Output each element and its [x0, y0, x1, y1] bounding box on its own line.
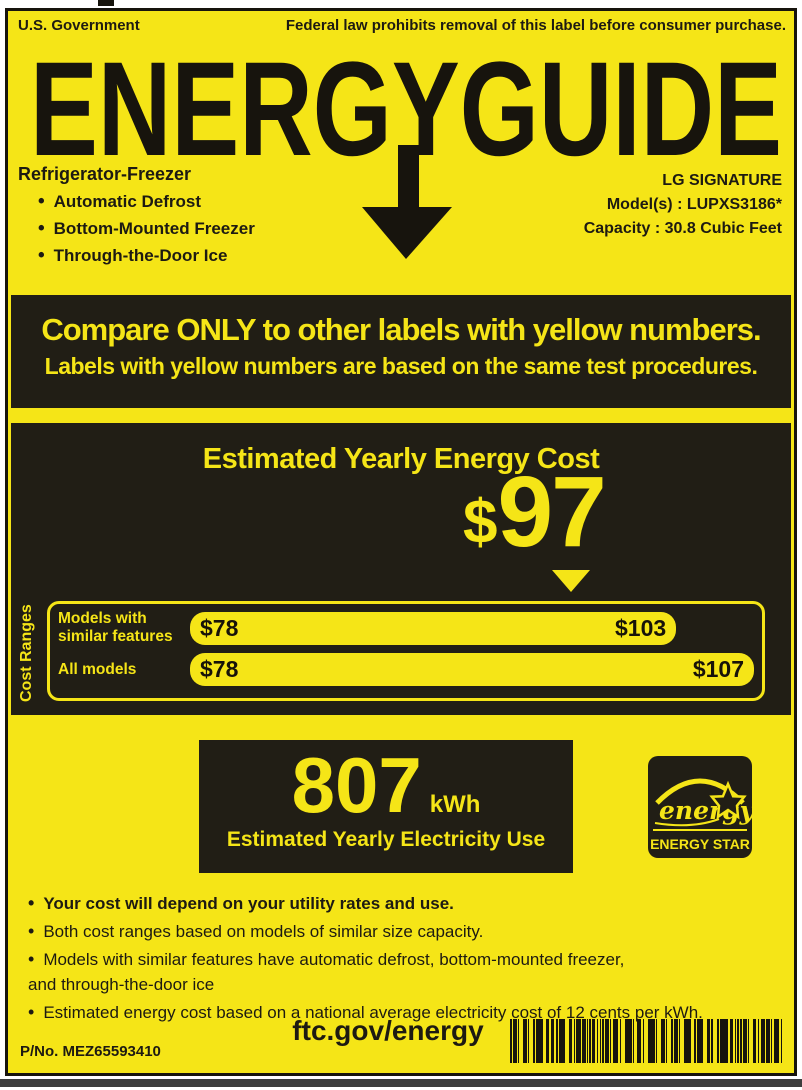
range-bar-area: $78 $107 [190, 653, 754, 686]
scan-artifact-mark [98, 0, 114, 6]
feature-list: Automatic Defrost Bottom-Mounted Freezer… [18, 188, 255, 269]
compare-banner: Compare ONLY to other labels with yellow… [11, 295, 791, 408]
cost-ranges-axis-label: Cost Ranges [18, 604, 35, 702]
cost-pointer-icon [552, 570, 590, 592]
compare-banner-line2: Labels with yellow numbers are based on … [44, 353, 758, 379]
range-bar: $78 $103 [190, 611, 677, 645]
footnote-item: Both cost ranges based on models of simi… [28, 919, 703, 944]
currency-symbol: $ [463, 488, 498, 557]
label-header: U.S. Government Federal law prohibits re… [18, 17, 786, 34]
yearly-cost-amount: $ 97 [463, 456, 607, 568]
range-row-label: Models with similar features [58, 610, 173, 645]
footnote-item: Estimated energy cost based on a nationa… [28, 1000, 703, 1025]
footnote-list: Your cost will depend on your utility ra… [28, 891, 703, 1028]
product-category: Refrigerator-Freezer [18, 164, 192, 184]
product-info: Refrigerator-Freezer Automatic Defrost B… [18, 164, 255, 269]
electricity-use-amount: 807 kWh [291, 741, 481, 829]
feature-item: Through-the-Door Ice [38, 242, 255, 269]
energy-star-caption: ENERGY STAR [650, 836, 750, 852]
brand-name: LG SIGNATURE [662, 172, 782, 189]
range-bar-area: $78 $103 [190, 611, 754, 645]
range-max-value: $103 [614, 614, 667, 641]
range-min-value: $78 [200, 614, 239, 641]
range-row-all-models: All models $78 $107 [58, 653, 754, 686]
energy-star-logo: energy ENERGY STAR [648, 756, 753, 858]
ftc-url: ftc.gov/energy [292, 1015, 484, 1046]
electricity-use-box: 807 kWh Estimated Yearly Electricity Use [199, 740, 573, 873]
model-info: LG SIGNATURE Model(s) : LUPXS3186* Capac… [584, 169, 782, 241]
down-arrow-icon [362, 145, 452, 259]
model-number: Model(s) : LUPXS3186* [606, 196, 782, 213]
compare-banner-line1: Compare ONLY to other labels with yellow… [41, 312, 761, 347]
federal-law-text: Federal law prohibits removal of this la… [285, 17, 786, 34]
range-row-label: All models [58, 660, 137, 678]
capacity-text: Capacity : 30.8 Cubic Feet [583, 220, 782, 237]
feature-item: Automatic Defrost [38, 188, 255, 215]
cost-value: 97 [497, 456, 606, 568]
footnote-item: Your cost will depend on your utility ra… [28, 891, 703, 916]
page-bottom-rule [0, 1079, 802, 1087]
cost-ranges-panel: Models with similar features $78 $103 Al… [47, 601, 765, 701]
part-number: P/No. MEZ65593410 [20, 1043, 161, 1060]
range-bar: $78 $107 [190, 653, 754, 686]
range-max-value: $107 [692, 656, 744, 682]
yearly-cost-box: Estimated Yearly Energy Cost $ 97 Cost R… [11, 423, 791, 715]
barcode-icon [510, 1019, 782, 1063]
energyguide-label: U.S. Government Federal law prohibits re… [5, 8, 797, 1076]
kwh-value: 807 [291, 741, 422, 829]
feature-item: Bottom-Mounted Freezer [38, 215, 255, 242]
kwh-unit: kWh [429, 791, 481, 818]
energyguide-wordmark: ENERGYGUIDE [30, 51, 782, 163]
us-government-text: U.S. Government [18, 17, 140, 34]
range-row-similar-models: Models with similar features $78 $103 [58, 610, 754, 646]
wordmark-text: ENERGYGUIDE [30, 51, 782, 163]
footnote-item: Models with similar features have automa… [28, 947, 703, 997]
electricity-use-caption: Estimated Yearly Electricity Use [226, 828, 546, 852]
range-min-value: $78 [200, 656, 239, 682]
yearly-cost-title: Estimated Yearly Energy Cost [202, 443, 600, 475]
